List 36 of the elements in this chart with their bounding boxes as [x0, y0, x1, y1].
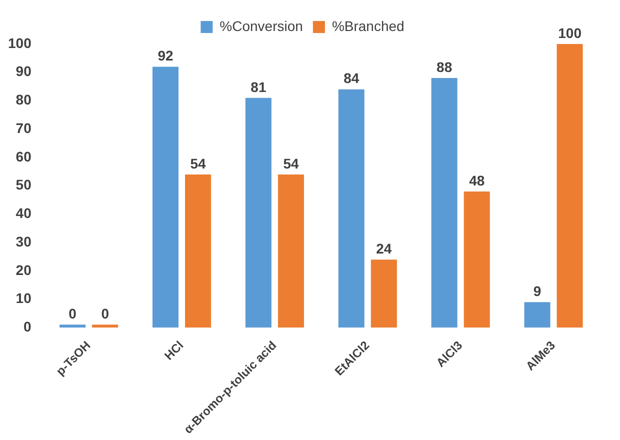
- data-label: 84: [344, 70, 360, 86]
- y-tick-label: 0: [24, 318, 32, 334]
- y-tick-label: 60: [16, 148, 32, 164]
- bar: [464, 191, 490, 328]
- data-label: 92: [158, 48, 174, 64]
- bar: [524, 302, 550, 328]
- data-label: 0: [68, 305, 77, 322]
- y-tick-label: 10: [16, 290, 32, 306]
- y-tick-label: 40: [16, 205, 32, 222]
- y-tick-label: 80: [16, 92, 32, 108]
- data-label: 48: [469, 172, 485, 188]
- data-label: 88: [436, 58, 452, 75]
- bar: [338, 89, 364, 328]
- bar: [245, 98, 272, 328]
- legend-label: %Conversion: [220, 18, 303, 34]
- bar: [556, 44, 583, 328]
- y-tick-label: 30: [16, 233, 32, 250]
- bar: [278, 174, 304, 328]
- data-label: 100: [558, 24, 582, 41]
- data-label: 54: [283, 155, 299, 172]
- y-tick-label: 100: [8, 34, 32, 51]
- data-label: 9: [533, 282, 542, 299]
- y-tick-label: 20: [16, 262, 32, 278]
- x-tick-label: HCl: [162, 338, 186, 363]
- data-label: 54: [190, 155, 206, 172]
- bar: [431, 78, 458, 328]
- y-tick-label: 70: [16, 120, 32, 136]
- bar: [152, 66, 179, 328]
- y-tick-label: 90: [16, 63, 32, 80]
- data-label: 24: [376, 240, 392, 256]
- data-label: 81: [250, 78, 266, 95]
- data-label: 0: [101, 305, 110, 322]
- legend-label: %Branched: [332, 18, 404, 34]
- bar: [185, 174, 212, 328]
- y-tick-label: 50: [16, 176, 32, 193]
- bar: [370, 260, 397, 328]
